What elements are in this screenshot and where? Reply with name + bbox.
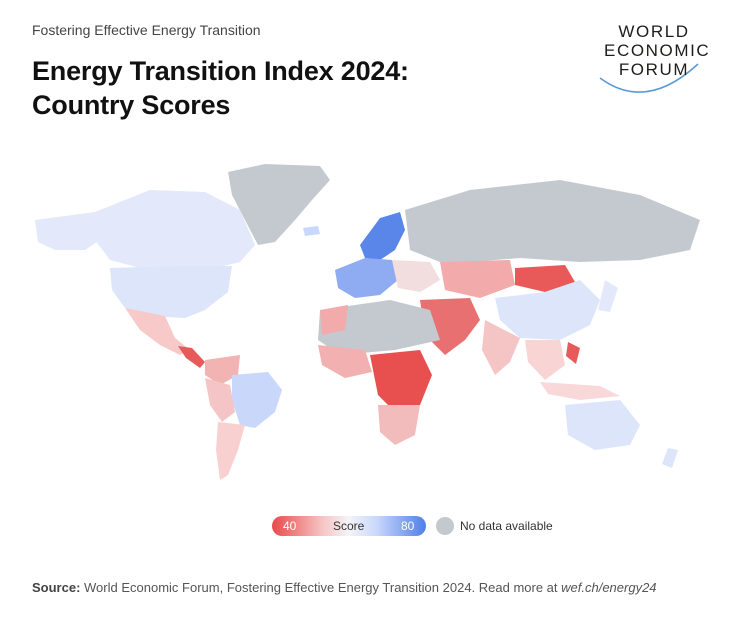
region-iceland (303, 226, 320, 236)
source-note: Source: World Economic Forum, Fostering … (32, 580, 657, 595)
region-west-africa (318, 345, 372, 378)
region-canada (95, 190, 255, 268)
region-greenland (228, 164, 330, 245)
region-north-africa (318, 300, 440, 355)
legend-color-scale (272, 516, 426, 536)
region-alaska (35, 212, 100, 250)
region-indonesia (540, 382, 620, 400)
region-central-america (178, 346, 205, 368)
logo-line-2: ECONOMIC (604, 41, 711, 60)
region-mongolia (515, 265, 575, 292)
legend-no-data-label: No data available (460, 519, 553, 533)
source-link[interactable]: wef.ch/energy24 (561, 580, 657, 595)
region-china (495, 280, 600, 340)
title-line-2: Country Scores (32, 90, 231, 120)
map-legend: 40 Score 80 No data available (270, 514, 570, 538)
region-russia (405, 180, 700, 262)
source-label: Source: (32, 580, 81, 595)
region-peru (205, 378, 235, 422)
region-morocco (320, 305, 348, 335)
region-east-africa (370, 350, 432, 412)
region-argentina (216, 422, 245, 480)
logo-line-3: FORUM (618, 60, 690, 79)
region-colombia (205, 355, 240, 385)
region-central-asia (440, 260, 515, 298)
source-text: World Economic Forum, Fostering Effectiv… (80, 580, 562, 595)
logo-arc-icon (599, 63, 699, 93)
chart-title: Energy Transition Index 2024: Country Sc… (32, 54, 502, 122)
region-usa (110, 266, 232, 318)
region-india (482, 320, 520, 375)
legend-max-label: 80 (401, 519, 415, 533)
legend-min-label: 40 (283, 519, 297, 533)
title-line-1: Energy Transition Index 2024: (32, 56, 409, 86)
region-eastern-europe (392, 260, 440, 292)
region-new-zealand (662, 448, 678, 468)
chart-kicker: Fostering Effective Energy Transition (32, 22, 261, 38)
wef-logo: WORLD ECONOMIC FORUM (586, 20, 716, 100)
world-map (35, 164, 700, 480)
logo-line-1: WORLD (618, 22, 690, 41)
region-mexico (125, 308, 190, 355)
region-brazil (232, 372, 282, 428)
region-southern-africa (378, 405, 420, 445)
region-se-asia (525, 340, 565, 380)
region-japan (598, 280, 618, 312)
region-western-europe (335, 258, 398, 298)
region-australia (565, 400, 640, 450)
legend-no-data-swatch (436, 517, 454, 535)
legend-score-label: Score (333, 519, 365, 533)
region-scandinavia (360, 212, 405, 260)
region-philippines (566, 342, 580, 364)
